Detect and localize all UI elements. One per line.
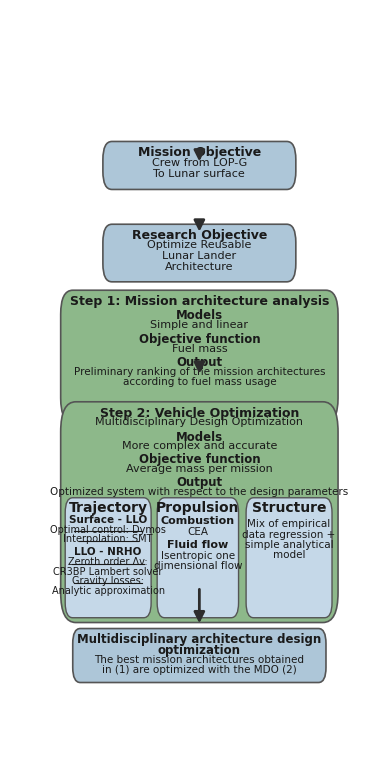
Text: Step 1: Mission architecture analysis: Step 1: Mission architecture analysis: [70, 295, 329, 308]
Text: Mix of empirical: Mix of empirical: [247, 520, 331, 530]
FancyBboxPatch shape: [246, 498, 332, 618]
Text: Multidisciplinary architecture design: Multidisciplinary architecture design: [77, 633, 321, 646]
Text: according to fuel mass usage: according to fuel mass usage: [123, 377, 276, 387]
Text: Output: Output: [176, 476, 223, 489]
Text: Models: Models: [176, 309, 223, 323]
FancyBboxPatch shape: [61, 402, 338, 622]
Text: Simple and linear: Simple and linear: [151, 320, 248, 330]
Text: CEA: CEA: [187, 527, 209, 538]
Text: Isentropic one: Isentropic one: [161, 552, 235, 561]
Text: Gravity losses:: Gravity losses:: [72, 576, 144, 587]
Text: Lunar Lander: Lunar Lander: [162, 252, 237, 261]
Text: optimization: optimization: [158, 643, 241, 657]
Text: Trajectory: Trajectory: [69, 502, 148, 516]
Text: More complex and accurate: More complex and accurate: [122, 442, 277, 451]
Text: Fuel mass: Fuel mass: [172, 344, 227, 354]
Text: Propulsion: Propulsion: [156, 502, 240, 516]
Text: Step 2: Vehicle Optimization: Step 2: Vehicle Optimization: [100, 407, 299, 420]
FancyBboxPatch shape: [65, 498, 151, 618]
Text: Preliminary ranking of the mission architectures: Preliminary ranking of the mission archi…: [74, 367, 325, 377]
Text: Surface - LLO: Surface - LLO: [69, 515, 147, 524]
Text: Average mass per mission: Average mass per mission: [126, 464, 273, 474]
Text: Fluid flow: Fluid flow: [167, 541, 228, 550]
FancyBboxPatch shape: [157, 498, 238, 618]
Text: The best mission architectures obtained: The best mission architectures obtained: [95, 655, 304, 665]
Text: LLO - NRHO: LLO - NRHO: [74, 547, 142, 557]
Text: simple analytical: simple analytical: [245, 540, 333, 550]
FancyBboxPatch shape: [73, 629, 326, 682]
Text: data regression +: data regression +: [242, 530, 336, 540]
Text: Architecture: Architecture: [165, 262, 234, 272]
Text: Research Objective: Research Objective: [131, 229, 267, 242]
Text: model: model: [273, 550, 305, 560]
Text: Objective function: Objective function: [138, 333, 260, 346]
FancyBboxPatch shape: [103, 142, 296, 189]
Text: Output: Output: [176, 356, 223, 369]
Text: Zeroth order Δv:: Zeroth order Δv:: [68, 557, 148, 567]
Text: CR3BP Lambert solver: CR3BP Lambert solver: [53, 567, 163, 576]
Text: Models: Models: [176, 431, 223, 443]
Text: Objective function: Objective function: [138, 453, 260, 467]
Text: Optimize Reusable: Optimize Reusable: [147, 241, 252, 250]
Text: Mission Objective: Mission Objective: [138, 146, 261, 159]
Text: Optimal control: Dymos: Optimal control: Dymos: [50, 525, 166, 534]
Text: To Lunar surface: To Lunar surface: [154, 169, 245, 179]
Text: Structure: Structure: [252, 502, 326, 516]
Text: Combustion: Combustion: [161, 516, 235, 527]
Text: dimensional flow: dimensional flow: [154, 562, 242, 571]
Text: Analytic approximation: Analytic approximation: [52, 586, 165, 596]
Text: in (1) are optimized with the MDO (2): in (1) are optimized with the MDO (2): [102, 665, 297, 675]
Text: Interpolation: SMT: Interpolation: SMT: [63, 534, 153, 545]
FancyBboxPatch shape: [61, 291, 338, 422]
Text: Optimized system with respect to the design parameters: Optimized system with respect to the des…: [50, 487, 349, 497]
FancyBboxPatch shape: [103, 224, 296, 282]
Text: Crew from LOP-G: Crew from LOP-G: [152, 158, 247, 168]
Text: Multidisciplinary Design Optimization: Multidisciplinary Design Optimization: [95, 418, 303, 428]
